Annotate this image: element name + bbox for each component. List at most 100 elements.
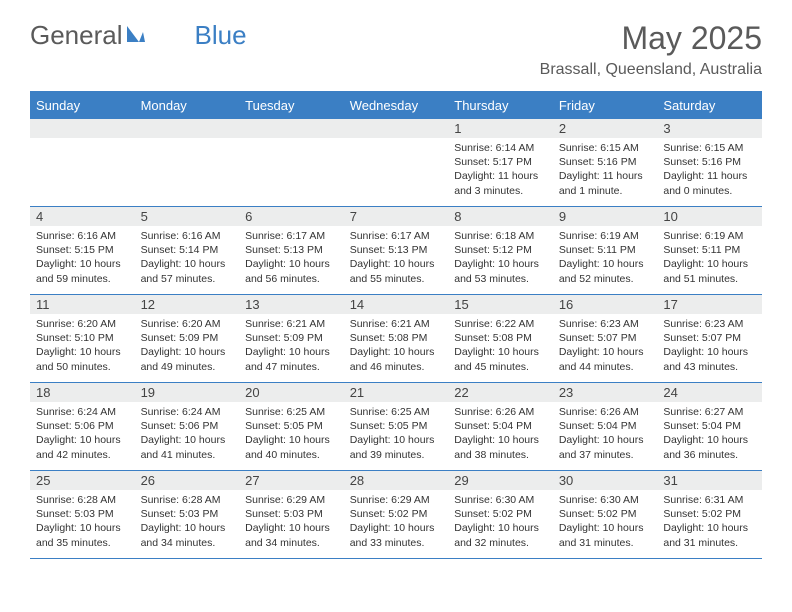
day-cell: 28Sunrise: 6:29 AMSunset: 5:02 PMDayligh…	[344, 471, 449, 559]
day-details: Sunrise: 6:26 AMSunset: 5:04 PMDaylight:…	[448, 402, 553, 466]
calendar-body: 1Sunrise: 6:14 AMSunset: 5:17 PMDaylight…	[30, 119, 762, 559]
day-cell: 11Sunrise: 6:20 AMSunset: 5:10 PMDayligh…	[30, 295, 135, 383]
header: General Blue May 2025 Brassall, Queensla…	[30, 20, 762, 79]
day-cell: 15Sunrise: 6:22 AMSunset: 5:08 PMDayligh…	[448, 295, 553, 383]
day-cell: 16Sunrise: 6:23 AMSunset: 5:07 PMDayligh…	[553, 295, 658, 383]
day-cell	[135, 119, 240, 207]
day-number	[239, 119, 344, 138]
day-number: 7	[344, 207, 449, 226]
day-cell: 10Sunrise: 6:19 AMSunset: 5:11 PMDayligh…	[657, 207, 762, 295]
day-cell: 14Sunrise: 6:21 AMSunset: 5:08 PMDayligh…	[344, 295, 449, 383]
title-block: May 2025 Brassall, Queensland, Australia	[540, 20, 762, 79]
day-number: 1	[448, 119, 553, 138]
day-details: Sunrise: 6:23 AMSunset: 5:07 PMDaylight:…	[657, 314, 762, 378]
day-cell: 21Sunrise: 6:25 AMSunset: 5:05 PMDayligh…	[344, 383, 449, 471]
day-cell: 17Sunrise: 6:23 AMSunset: 5:07 PMDayligh…	[657, 295, 762, 383]
day-cell: 12Sunrise: 6:20 AMSunset: 5:09 PMDayligh…	[135, 295, 240, 383]
day-cell: 25Sunrise: 6:28 AMSunset: 5:03 PMDayligh…	[30, 471, 135, 559]
day-number: 4	[30, 207, 135, 226]
day-cell: 1Sunrise: 6:14 AMSunset: 5:17 PMDaylight…	[448, 119, 553, 207]
calendar-table: Sunday Monday Tuesday Wednesday Thursday…	[30, 91, 762, 559]
day-number: 12	[135, 295, 240, 314]
day-number: 3	[657, 119, 762, 138]
day-details: Sunrise: 6:20 AMSunset: 5:10 PMDaylight:…	[30, 314, 135, 378]
day-cell: 2Sunrise: 6:15 AMSunset: 5:16 PMDaylight…	[553, 119, 658, 207]
sail-icon	[125, 20, 147, 51]
weekday-header: Thursday	[448, 92, 553, 119]
day-number	[30, 119, 135, 138]
day-number	[344, 119, 449, 138]
day-details: Sunrise: 6:21 AMSunset: 5:09 PMDaylight:…	[239, 314, 344, 378]
day-cell: 20Sunrise: 6:25 AMSunset: 5:05 PMDayligh…	[239, 383, 344, 471]
logo-text-blue: Blue	[195, 20, 247, 51]
day-details: Sunrise: 6:14 AMSunset: 5:17 PMDaylight:…	[448, 138, 553, 202]
day-details: Sunrise: 6:31 AMSunset: 5:02 PMDaylight:…	[657, 490, 762, 554]
day-number: 18	[30, 383, 135, 402]
day-number: 25	[30, 471, 135, 490]
day-number: 21	[344, 383, 449, 402]
day-number: 19	[135, 383, 240, 402]
day-number: 23	[553, 383, 658, 402]
weekday-header: Monday	[135, 92, 240, 119]
day-cell: 18Sunrise: 6:24 AMSunset: 5:06 PMDayligh…	[30, 383, 135, 471]
week-row: 4Sunrise: 6:16 AMSunset: 5:15 PMDaylight…	[30, 207, 762, 295]
day-details: Sunrise: 6:30 AMSunset: 5:02 PMDaylight:…	[553, 490, 658, 554]
day-number: 10	[657, 207, 762, 226]
day-details: Sunrise: 6:28 AMSunset: 5:03 PMDaylight:…	[30, 490, 135, 554]
day-details: Sunrise: 6:30 AMSunset: 5:02 PMDaylight:…	[448, 490, 553, 554]
day-number: 29	[448, 471, 553, 490]
day-details: Sunrise: 6:18 AMSunset: 5:12 PMDaylight:…	[448, 226, 553, 290]
day-details: Sunrise: 6:16 AMSunset: 5:14 PMDaylight:…	[135, 226, 240, 290]
day-cell: 9Sunrise: 6:19 AMSunset: 5:11 PMDaylight…	[553, 207, 658, 295]
day-details: Sunrise: 6:29 AMSunset: 5:02 PMDaylight:…	[344, 490, 449, 554]
day-details: Sunrise: 6:23 AMSunset: 5:07 PMDaylight:…	[553, 314, 658, 378]
day-number: 27	[239, 471, 344, 490]
day-details: Sunrise: 6:24 AMSunset: 5:06 PMDaylight:…	[135, 402, 240, 466]
day-details: Sunrise: 6:20 AMSunset: 5:09 PMDaylight:…	[135, 314, 240, 378]
day-number: 2	[553, 119, 658, 138]
day-number: 5	[135, 207, 240, 226]
day-details: Sunrise: 6:19 AMSunset: 5:11 PMDaylight:…	[657, 226, 762, 290]
day-details: Sunrise: 6:21 AMSunset: 5:08 PMDaylight:…	[344, 314, 449, 378]
day-number: 26	[135, 471, 240, 490]
day-number: 24	[657, 383, 762, 402]
day-cell: 7Sunrise: 6:17 AMSunset: 5:13 PMDaylight…	[344, 207, 449, 295]
month-title: May 2025	[540, 20, 762, 57]
day-number: 31	[657, 471, 762, 490]
day-details: Sunrise: 6:16 AMSunset: 5:15 PMDaylight:…	[30, 226, 135, 290]
day-cell	[239, 119, 344, 207]
day-details: Sunrise: 6:19 AMSunset: 5:11 PMDaylight:…	[553, 226, 658, 290]
day-details: Sunrise: 6:29 AMSunset: 5:03 PMDaylight:…	[239, 490, 344, 554]
day-number: 8	[448, 207, 553, 226]
day-number: 20	[239, 383, 344, 402]
day-cell	[30, 119, 135, 207]
day-number: 11	[30, 295, 135, 314]
day-details: Sunrise: 6:25 AMSunset: 5:05 PMDaylight:…	[239, 402, 344, 466]
week-row: 18Sunrise: 6:24 AMSunset: 5:06 PMDayligh…	[30, 383, 762, 471]
day-details: Sunrise: 6:17 AMSunset: 5:13 PMDaylight:…	[239, 226, 344, 290]
day-cell: 31Sunrise: 6:31 AMSunset: 5:02 PMDayligh…	[657, 471, 762, 559]
day-cell: 19Sunrise: 6:24 AMSunset: 5:06 PMDayligh…	[135, 383, 240, 471]
day-number: 6	[239, 207, 344, 226]
day-number: 30	[553, 471, 658, 490]
weekday-header: Sunday	[30, 92, 135, 119]
day-number: 9	[553, 207, 658, 226]
day-number	[135, 119, 240, 138]
day-details: Sunrise: 6:26 AMSunset: 5:04 PMDaylight:…	[553, 402, 658, 466]
day-cell: 8Sunrise: 6:18 AMSunset: 5:12 PMDaylight…	[448, 207, 553, 295]
day-details: Sunrise: 6:28 AMSunset: 5:03 PMDaylight:…	[135, 490, 240, 554]
day-cell: 22Sunrise: 6:26 AMSunset: 5:04 PMDayligh…	[448, 383, 553, 471]
day-cell: 23Sunrise: 6:26 AMSunset: 5:04 PMDayligh…	[553, 383, 658, 471]
logo: General Blue	[30, 20, 247, 51]
day-details: Sunrise: 6:25 AMSunset: 5:05 PMDaylight:…	[344, 402, 449, 466]
day-cell: 5Sunrise: 6:16 AMSunset: 5:14 PMDaylight…	[135, 207, 240, 295]
day-number: 17	[657, 295, 762, 314]
day-cell: 6Sunrise: 6:17 AMSunset: 5:13 PMDaylight…	[239, 207, 344, 295]
day-cell: 4Sunrise: 6:16 AMSunset: 5:15 PMDaylight…	[30, 207, 135, 295]
day-number: 14	[344, 295, 449, 314]
week-row: 1Sunrise: 6:14 AMSunset: 5:17 PMDaylight…	[30, 119, 762, 207]
day-details: Sunrise: 6:27 AMSunset: 5:04 PMDaylight:…	[657, 402, 762, 466]
day-cell: 13Sunrise: 6:21 AMSunset: 5:09 PMDayligh…	[239, 295, 344, 383]
day-details: Sunrise: 6:24 AMSunset: 5:06 PMDaylight:…	[30, 402, 135, 466]
day-details: Sunrise: 6:22 AMSunset: 5:08 PMDaylight:…	[448, 314, 553, 378]
